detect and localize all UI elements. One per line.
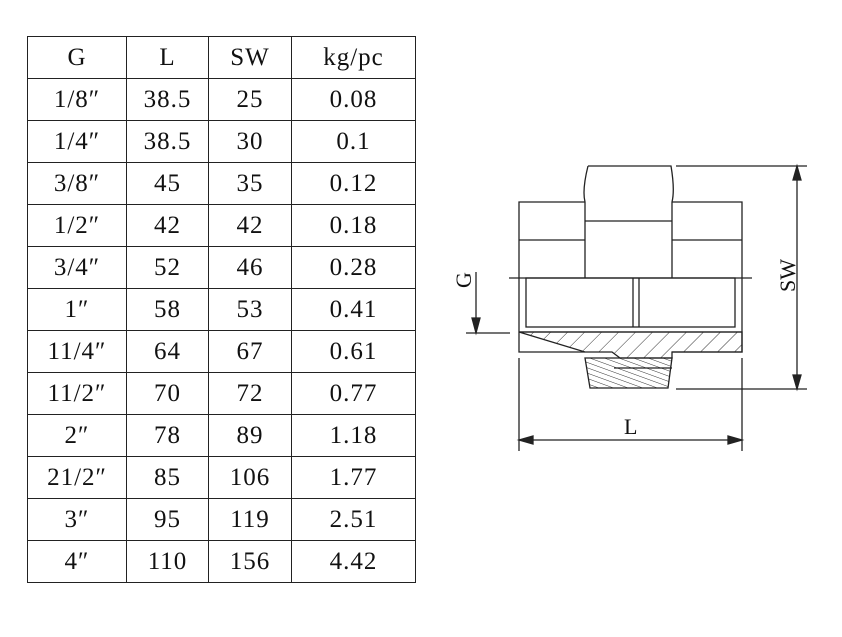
table-cell: 30	[208, 120, 292, 163]
table-row: 21/2″ 85 106 1.77	[27, 456, 416, 499]
table-cell: 0.18	[291, 204, 416, 247]
table-cell: 3/8″	[27, 162, 127, 205]
table-row: 3/4″ 52 46 0.28	[27, 246, 416, 289]
g-dimension	[466, 272, 510, 336]
table-cell: 11/4″	[27, 330, 127, 373]
table-cell: 1/2″	[27, 204, 127, 247]
table-cell: 89	[208, 414, 292, 457]
column-header: L	[126, 36, 209, 79]
table-cell: 52	[126, 246, 209, 289]
table-cell: 11/2″	[27, 372, 127, 415]
table-cell: 156	[208, 540, 292, 583]
table-row: 1/8″ 38.5 25 0.08	[27, 78, 416, 121]
table-cell: 1/8″	[27, 78, 127, 121]
section-hatch	[518, 331, 743, 359]
table-cell: 38.5	[126, 78, 209, 121]
column-header: kg/pc	[291, 36, 416, 79]
table-row: 11/2″ 70 72 0.77	[27, 372, 416, 415]
table-cell: 1.18	[291, 414, 416, 457]
table-cell: 35	[208, 162, 292, 205]
table-cell: 46	[208, 246, 292, 289]
table-cell: 110	[126, 540, 209, 583]
table-cell: 106	[208, 456, 292, 499]
table-row: 2″ 78 89 1.18	[27, 414, 416, 457]
table-cell: 4.42	[291, 540, 416, 583]
dimension-table: G L SW kg/pc 1/8″ 38.5 25 0.08 1/4″ 38.5 30 0.1 3/8…	[27, 36, 416, 583]
table-cell: 1/4″	[27, 120, 127, 163]
table-cell: 0.41	[291, 288, 416, 331]
body-outline	[518, 201, 743, 353]
table-cell: 0.28	[291, 246, 416, 289]
header-row: G L SW kg/pc	[27, 36, 416, 79]
table-row: 11/4″ 64 67 0.61	[27, 330, 416, 373]
hex-nut	[583, 165, 674, 278]
table-cell: 0.77	[291, 372, 416, 415]
table-row: 3/8″ 45 35 0.12	[27, 162, 416, 205]
table-row: 4″ 110 156 4.42	[27, 540, 416, 583]
table-cell: 3/4″	[27, 246, 127, 289]
label-l: L	[624, 414, 637, 439]
label-sw: SW	[775, 259, 800, 292]
table-cell: 64	[126, 330, 209, 373]
table-cell: 119	[208, 498, 292, 541]
table-cell: 0.61	[291, 330, 416, 373]
table-cell: 25	[208, 78, 292, 121]
column-header: G	[27, 36, 127, 79]
label-g: G	[451, 272, 476, 288]
table-cell: 0.1	[291, 120, 416, 163]
table-row: 1/4″ 38.5 30 0.1	[27, 120, 416, 163]
bore	[525, 277, 736, 328]
table-row: 1″ 58 53 0.41	[27, 288, 416, 331]
table-cell: 95	[126, 498, 209, 541]
table-cell: 42	[208, 204, 292, 247]
table-row: 1/2″ 42 42 0.18	[27, 204, 416, 247]
table-cell: 78	[126, 414, 209, 457]
table-cell: 70	[126, 372, 209, 415]
l-dimension	[516, 358, 745, 451]
